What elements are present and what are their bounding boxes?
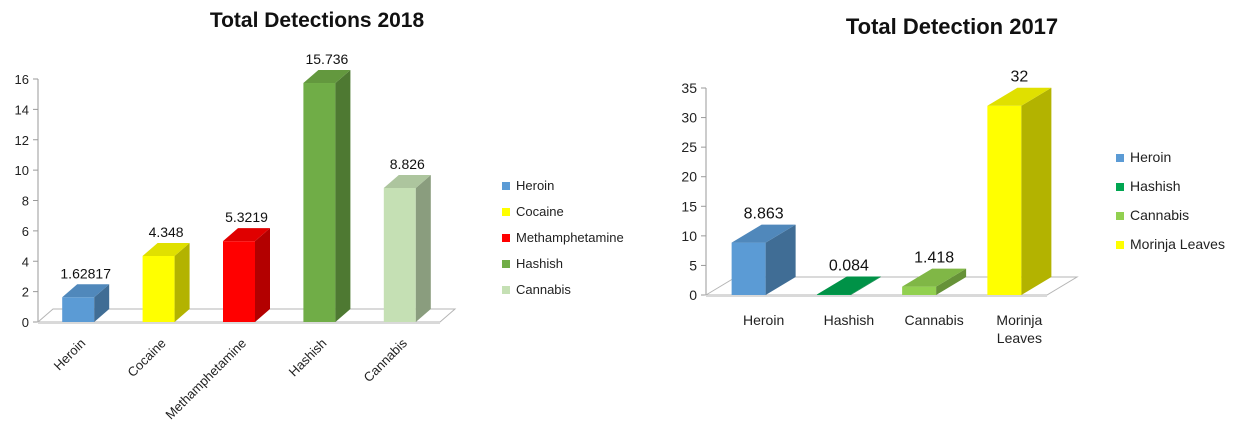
chart-1-category-label: Morinja Leaves [996, 312, 1042, 346]
chart-0-data-label: 5.3219 [225, 209, 268, 225]
chart-1-y-tick-label: 5 [689, 257, 697, 273]
chart-1-bar-side [936, 268, 967, 295]
chart-0-category-label: Cannabis [360, 335, 410, 385]
chart-0-category-label: Cocaine [124, 336, 168, 380]
chart-0-bar-top [303, 70, 351, 84]
chart-0-legend-swatch [502, 260, 510, 268]
chart-0-legend-swatch [502, 286, 510, 294]
chart-0-bar [383, 187, 416, 322]
chart-1-bar [816, 294, 851, 296]
chart-1-bar-side [1021, 87, 1052, 295]
chart-0-legend-label: Heroin [516, 178, 554, 193]
chart-2017-svg: Total Detection 2017 0 5 10 15 20 25 30 35 8.863 H… [681, 14, 1225, 346]
chart-2017: Total Detection 2017 0 5 10 15 20 25 30 35 8.863 H… [640, 0, 1239, 423]
chart-1-bar-top [987, 87, 1052, 106]
chart-1-bar [902, 286, 937, 295]
chart-1-y-tick-label: 20 [681, 169, 697, 185]
chart-0-data-label: 4.348 [149, 224, 184, 240]
chart-0-y-tick-label: 12 [15, 133, 29, 148]
chart-0-y-tick-label: 6 [22, 224, 29, 239]
chart-0-bar-side [335, 70, 351, 323]
chart-0-bar [142, 255, 175, 322]
chart-0-title: Total Detections 2018 [210, 9, 425, 32]
chart-1-legend-label: Heroin [1130, 149, 1171, 165]
chart-0-legend-swatch [502, 234, 510, 242]
chart-0-y-tick-label: 2 [22, 285, 29, 300]
chart-1-category-label: Cannabis [905, 312, 964, 328]
chart-1-bar-top [816, 276, 881, 295]
chart-0-bar-side [94, 284, 110, 322]
chart-1-category-label: Heroin [743, 312, 784, 328]
chart-0-bar-side [174, 242, 190, 322]
chart-1-bar-side [850, 276, 881, 295]
chart-1-title: Total Detection 2017 [846, 14, 1058, 39]
chart-0-bar-side [255, 228, 270, 322]
chart-1-legend-swatch [1116, 183, 1124, 191]
chart-1-bar-top [902, 268, 967, 287]
chart-0-bar-side [415, 174, 431, 322]
chart-0-category-label: Heroin [51, 336, 89, 374]
chart-0-data-label: 8.826 [390, 156, 425, 172]
chart-1-legend-swatch [1116, 154, 1124, 162]
chart-1-category-label: Hashish [824, 312, 875, 328]
chart-0-y-tick-label: 16 [15, 72, 29, 87]
chart-1-y-tick-label: 10 [681, 228, 697, 244]
chart-1-bar [987, 105, 1022, 295]
chart-0-bar [62, 297, 95, 322]
chart-0-bar [303, 83, 336, 323]
chart-0-bar-top [383, 174, 431, 188]
chart-1-data-label: 0.084 [829, 258, 869, 275]
chart-1-data-label: 32 [1010, 69, 1028, 86]
chart-1-legend-swatch [1116, 212, 1124, 220]
chart-1-y-tick-label: 25 [681, 139, 697, 155]
chart-0-data-label: 15.736 [305, 51, 348, 67]
chart-1-y-tick-label: 15 [681, 198, 697, 214]
chart-0-legend-label: Cocaine [516, 204, 564, 219]
chart-0-y-tick-label: 10 [15, 163, 29, 178]
chart-1-floor-edge [706, 295, 1047, 297]
chart-2018: Total Detections 2018 0 2 4 6 8 10 12 14 16 1.6281… [15, 9, 624, 423]
chart-1-data-label: 8.863 [744, 206, 784, 223]
chart-0-legend-swatch [502, 208, 510, 216]
chart-1-bar [731, 242, 766, 295]
chart-0-legend-label: Cannabis [516, 282, 571, 297]
chart-0-bar-top [142, 242, 190, 256]
chart-0-floor-edge [38, 322, 440, 324]
chart-1-legend-label: Hashish [1130, 178, 1181, 194]
chart-1-y-tick-label: 0 [689, 287, 697, 303]
chart-0-y-tick-label: 14 [15, 102, 29, 117]
chart-1-legend-swatch [1116, 241, 1124, 249]
chart-0-data-label: 1.62817 [60, 265, 111, 281]
chart-1-y-tick-label: 35 [681, 80, 697, 96]
chart-0-legend-label: Hashish [516, 256, 563, 271]
chart-0-y-tick-label: 0 [22, 315, 29, 330]
chart-2018-svg: Total Detections 2018 0 2 4 6 8 10 12 14 16 1.6281… [15, 9, 624, 423]
chart-0-y-tick-label: 8 [22, 194, 29, 209]
chart-0-bar-top [62, 284, 110, 298]
chart-1-data-label: 1.418 [914, 250, 954, 267]
chart-0-bar [223, 241, 255, 322]
chart-0-bar-top [223, 228, 270, 242]
chart-1-legend-label: Morinja Leaves [1130, 236, 1225, 252]
chart-1-y-tick-label: 30 [681, 110, 697, 126]
chart-0-category-label: Methamphetamine [162, 336, 249, 423]
chart-0-legend-swatch [502, 182, 510, 190]
chart-1-bar-side [765, 224, 796, 295]
chart-1-bar-top [731, 224, 796, 243]
chart-1-legend-label: Cannabis [1130, 207, 1189, 223]
chart-0-legend-label: Methamphetamine [516, 230, 624, 245]
chart-0-y-tick-label: 4 [22, 254, 29, 269]
chart-0-category-label: Hashish [286, 336, 330, 380]
